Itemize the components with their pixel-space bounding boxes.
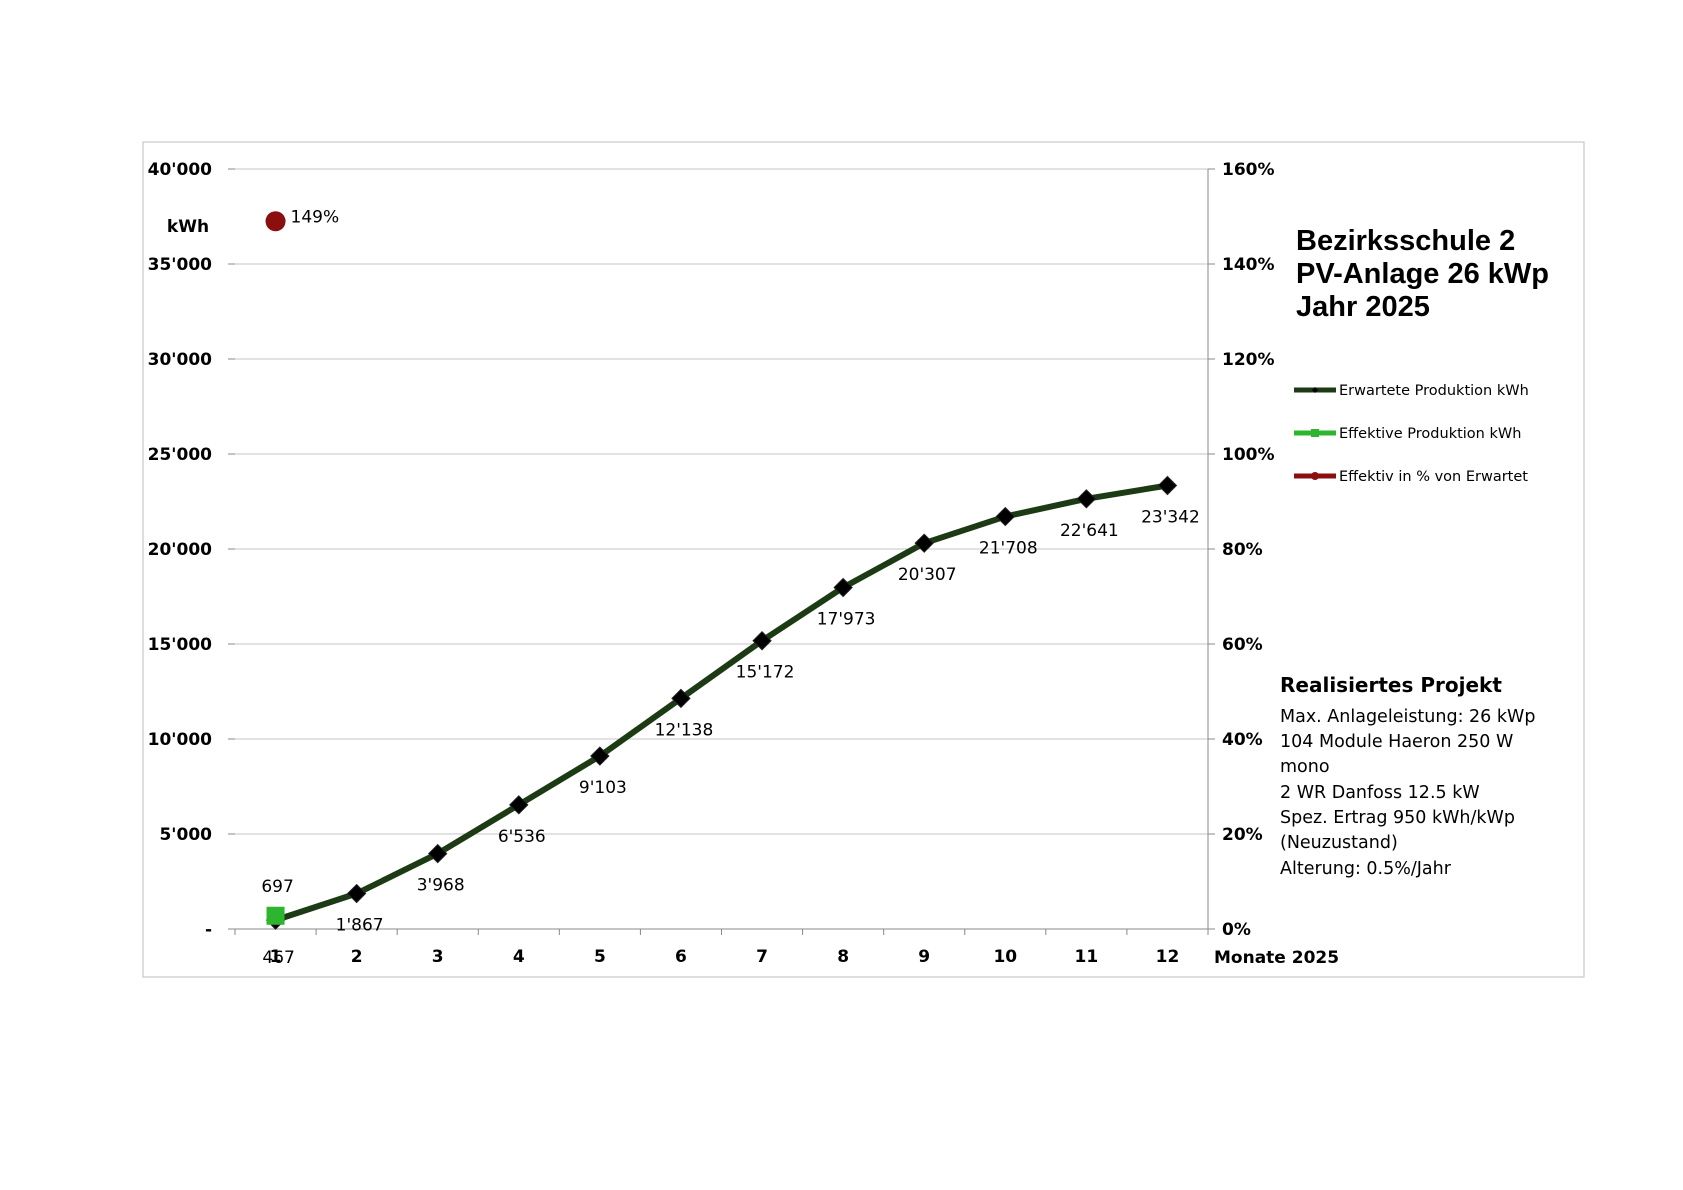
diamond-marker	[914, 533, 934, 553]
project-info-line: Max. Anlageleistung: 26 kWp	[1280, 707, 1535, 727]
square-marker	[266, 906, 285, 925]
data-label: 697	[261, 877, 293, 897]
y2-tick-label: 60%	[1222, 635, 1263, 655]
data-label: 22'641	[1060, 521, 1119, 541]
data-label: 17'973	[817, 610, 876, 630]
x-tick-label: 11	[1075, 947, 1099, 967]
y2-tick-label: 20%	[1222, 825, 1263, 845]
legend-marker	[1311, 429, 1319, 437]
y2-tick-label: 100%	[1222, 445, 1275, 465]
y-tick-label: 25'000	[148, 445, 213, 465]
legend-label: Effektiv in % von Erwartet	[1339, 469, 1528, 485]
x-tick-label: 9	[918, 947, 930, 967]
y-tick-label: -	[205, 920, 212, 940]
y2-tick-label: 0%	[1222, 920, 1251, 940]
chart-frame	[142, 141, 1585, 978]
legend-marker	[1312, 387, 1318, 393]
y-tick-label: 35'000	[148, 255, 213, 275]
x-tick-label: 1	[270, 947, 282, 967]
gridlines	[235, 168, 1208, 835]
project-info-line: (Neuzustand)	[1280, 833, 1398, 853]
data-label: 149%	[291, 207, 340, 227]
x-tick-label: 7	[756, 947, 768, 967]
y-axis-title: kWh	[167, 217, 209, 237]
data-label: 23'342	[1141, 508, 1200, 528]
y-tick-label: 10'000	[148, 730, 213, 750]
data-label: 6'536	[498, 827, 546, 847]
x-tick-label: 8	[837, 947, 849, 967]
circle-marker	[265, 211, 286, 232]
legend-label: Effektive Produktion kWh	[1339, 426, 1521, 442]
legend-label: Erwartete Produktion kWh	[1339, 383, 1529, 399]
y2-tick-label: 40%	[1222, 730, 1263, 750]
y-tick-label: 30'000	[148, 350, 213, 370]
diamond-marker	[590, 746, 610, 766]
project-info: Realisiertes Projekt Max. Anlageleistung…	[1280, 673, 1535, 879]
x-axis-title: Monate 2025	[1214, 948, 1339, 968]
project-info-line: mono	[1280, 757, 1330, 777]
diamond-marker	[428, 843, 448, 864]
data-label: 20'307	[898, 565, 957, 585]
legend: Erwartete Produktion kWh Effektive Produk…	[1294, 383, 1529, 485]
data-label: 9'103	[579, 778, 627, 798]
data-label: 21'708	[979, 539, 1038, 559]
y-tick-label: 40'000	[148, 160, 213, 180]
chart-title-line-1: Bezirksschule 2	[1296, 225, 1515, 257]
y2-tick-label: 120%	[1222, 350, 1275, 370]
data-label: 467	[262, 948, 294, 968]
series	[265, 211, 1178, 930]
diamond-marker	[1076, 489, 1097, 509]
x-tick-label: 10	[993, 947, 1017, 967]
project-info-line: Spez. Ertrag 950 kWh/kWp	[1280, 808, 1515, 828]
y-tick-label: 5'000	[159, 825, 212, 845]
x-tick-label: 12	[1156, 947, 1180, 967]
diamond-marker	[833, 577, 853, 598]
legend-marker	[1311, 472, 1319, 480]
chart-title-line-2: PV-Anlage 26 kWp	[1296, 258, 1549, 290]
chart-title: Bezirksschule 2 PV-Anlage 26 kWp Jahr 20…	[1296, 225, 1549, 323]
diamond-marker	[1157, 475, 1178, 496]
diamond-marker	[995, 506, 1015, 527]
diamond-marker	[752, 631, 772, 651]
x-tick-label: 5	[594, 947, 606, 967]
data-label: 15'172	[736, 663, 795, 683]
y-tick-label: 20'000	[148, 540, 213, 560]
y-tick-label: 15'000	[148, 635, 213, 655]
chart-title-line-3: Jahr 2025	[1296, 291, 1430, 323]
project-info-line: 2 WR Danfoss 12.5 kW	[1280, 783, 1480, 803]
project-info-line: 104 Module Haeron 250 W	[1280, 732, 1513, 752]
y2-tick-label: 80%	[1222, 540, 1263, 560]
x-tick-label: 2	[351, 947, 363, 967]
diamond-marker	[509, 795, 529, 815]
diamond-marker	[346, 883, 367, 904]
project-info-heading: Realisiertes Projekt	[1280, 673, 1502, 697]
x-tick-label: 3	[432, 947, 444, 967]
data-label: 3'968	[417, 876, 465, 896]
axes: -0%5'000 20%10'000 40%15'000 60%20'000 80%25…	[148, 160, 1339, 968]
x-tick-label: 6	[675, 947, 687, 967]
x-tick-label: 4	[513, 947, 525, 967]
project-info-line: Alterung: 0.5%/Jahr	[1280, 859, 1452, 879]
data-label: 1'867	[336, 916, 384, 936]
y2-tick-label: 140%	[1222, 255, 1275, 275]
data-label: 12'138	[655, 720, 714, 740]
data-labels: 4671'8673'9686'5369'10312'13815'17217'97…	[261, 207, 1200, 968]
y2-tick-label: 160%	[1222, 160, 1275, 180]
diamond-marker	[671, 688, 691, 709]
series-line-erwartete-produktion	[272, 482, 1171, 924]
